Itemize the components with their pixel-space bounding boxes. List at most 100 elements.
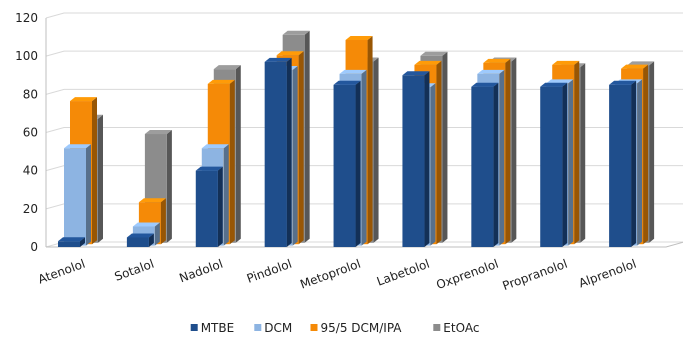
legend-swatch bbox=[310, 324, 318, 331]
bar-side bbox=[574, 60, 580, 245]
label-layer: Atenolol Sotalol Nadolol Pindolol Metoprolol… bbox=[36, 257, 638, 293]
x-axis bbox=[46, 241, 683, 248]
gridline bbox=[45, 12, 683, 19]
axis-layer: 0 20 40 60 80 100 120 bbox=[15, 11, 683, 254]
bar-top bbox=[477, 69, 505, 74]
bar-side bbox=[235, 65, 241, 243]
bar-top bbox=[207, 79, 235, 84]
bar-side bbox=[98, 114, 103, 243]
legend-label: EtOAc bbox=[443, 321, 479, 335]
bar-top bbox=[345, 36, 373, 41]
bar-top bbox=[627, 61, 655, 66]
bar-top bbox=[471, 82, 499, 87]
bar-side bbox=[436, 60, 442, 245]
bar-top bbox=[483, 58, 511, 63]
bar-top bbox=[213, 65, 241, 70]
y-tick-label: 0 bbox=[30, 240, 38, 254]
bar-top bbox=[70, 97, 97, 102]
bar-side bbox=[304, 30, 310, 243]
bar-side bbox=[92, 97, 97, 245]
bar bbox=[58, 241, 80, 247]
bar-top bbox=[276, 51, 304, 56]
bar bbox=[333, 84, 356, 248]
bar-top bbox=[144, 130, 172, 135]
bar-side bbox=[505, 58, 511, 245]
bar bbox=[264, 61, 287, 248]
bar-side bbox=[499, 69, 505, 246]
bar-side bbox=[430, 83, 436, 246]
bar bbox=[471, 86, 494, 247]
bar-top bbox=[126, 233, 154, 238]
bar-side bbox=[637, 79, 643, 246]
bar-top bbox=[609, 80, 637, 85]
bar-top bbox=[552, 60, 580, 65]
bar-top bbox=[339, 69, 367, 74]
legend-label: DCM bbox=[264, 321, 292, 335]
bar-side bbox=[367, 36, 373, 245]
bar-side bbox=[568, 79, 574, 246]
bar-top bbox=[132, 222, 160, 227]
bar-side bbox=[217, 166, 223, 247]
bar-top bbox=[402, 71, 430, 76]
bar-top bbox=[621, 64, 649, 69]
x-tick-label: Atenolol bbox=[36, 257, 87, 287]
bar-side bbox=[298, 51, 304, 245]
bar-side bbox=[148, 233, 154, 247]
x-tick-label: Metoprolol bbox=[298, 257, 362, 292]
bar-top bbox=[282, 30, 310, 35]
x-tick-label: Alprenolol bbox=[577, 257, 638, 291]
bar-top bbox=[138, 198, 166, 203]
y-tick-label: 60 bbox=[23, 126, 38, 140]
legend-label: 95/5 DCM/IPA bbox=[321, 321, 403, 335]
x-tick-label: Propranolol bbox=[501, 257, 570, 293]
bar bbox=[402, 75, 425, 247]
bar-side bbox=[424, 71, 430, 247]
y-tick-label: 100 bbox=[15, 49, 38, 63]
bar-top bbox=[58, 237, 85, 242]
bar-side bbox=[80, 237, 85, 247]
bar-top bbox=[414, 60, 442, 65]
legend-swatch bbox=[433, 324, 441, 331]
bar-side bbox=[355, 80, 361, 248]
bar-layer bbox=[58, 30, 655, 248]
x-tick-label: Oxprenolol bbox=[434, 257, 500, 292]
bar-side bbox=[86, 144, 91, 246]
legend: MTBE DCM 95/5 DCM/IPA EtOAc bbox=[190, 321, 479, 335]
bar-side bbox=[286, 57, 292, 248]
bar-top bbox=[333, 80, 361, 85]
bar-top bbox=[64, 144, 91, 149]
bar-side bbox=[511, 57, 517, 243]
bar-side bbox=[292, 66, 298, 246]
bar-top bbox=[420, 51, 448, 56]
legend-swatch bbox=[190, 324, 198, 331]
bar-side bbox=[361, 69, 367, 246]
legend-label: MTBE bbox=[201, 321, 235, 335]
bar-side bbox=[649, 61, 655, 243]
bar-side bbox=[631, 80, 637, 248]
bar-side bbox=[493, 82, 499, 247]
bar-side bbox=[562, 82, 568, 247]
y-tick-label: 80 bbox=[23, 87, 38, 101]
bar-side bbox=[166, 130, 172, 243]
bar-side bbox=[373, 57, 379, 243]
bar-side bbox=[643, 64, 649, 245]
gridline bbox=[45, 50, 683, 57]
legend-swatch bbox=[254, 324, 262, 331]
bar-top bbox=[201, 144, 229, 149]
bar-side bbox=[154, 222, 160, 246]
y-tick-label: 40 bbox=[23, 164, 38, 178]
bar-side bbox=[580, 63, 586, 243]
x-tick-label: Sotalol bbox=[113, 257, 156, 284]
bar-side bbox=[223, 144, 229, 246]
bar-top bbox=[264, 57, 292, 62]
bar-side bbox=[442, 51, 448, 243]
bar bbox=[126, 237, 149, 247]
bar-top bbox=[195, 166, 223, 171]
bar bbox=[195, 170, 218, 247]
x-tick-label: Pindolol bbox=[245, 257, 294, 286]
bar bbox=[64, 148, 86, 246]
bar-side bbox=[160, 198, 166, 245]
x-tick-label: Nadolol bbox=[177, 257, 224, 286]
bar bbox=[540, 86, 563, 247]
